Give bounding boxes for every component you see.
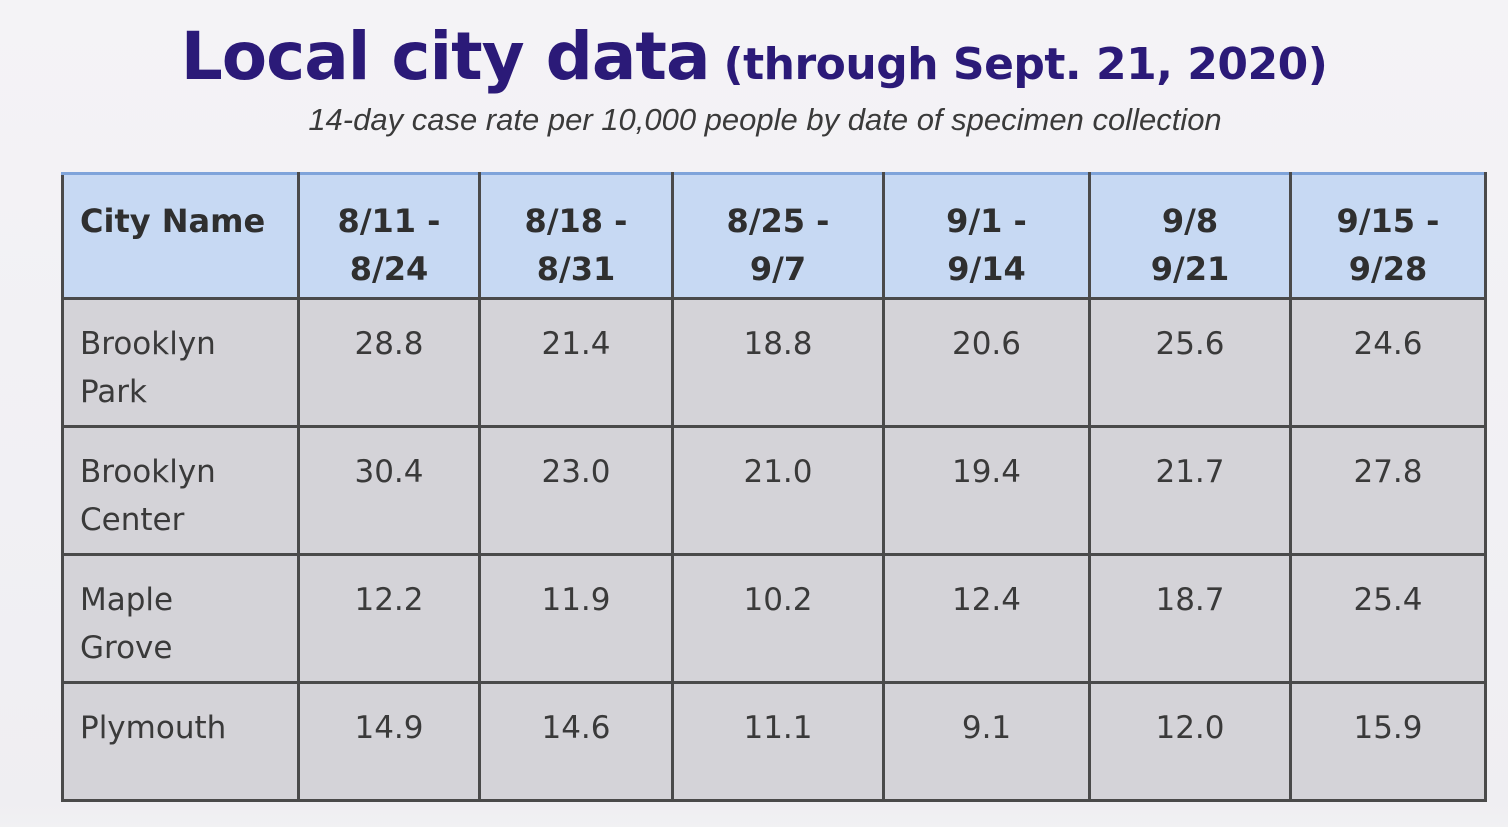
city-name-cell: Maple Grove <box>61 553 300 684</box>
rate-cell: 21.7 <box>1088 425 1292 556</box>
rate-cell: 21.0 <box>671 425 885 556</box>
rate-cell: 11.9 <box>478 553 674 684</box>
column-header-period: 8/18 - 8/31 <box>478 172 674 300</box>
rate-cell: 24.6 <box>1289 297 1487 428</box>
rate-cell: 15.9 <box>1289 681 1487 802</box>
column-header-line: 9/21 <box>1150 250 1230 288</box>
city-data-table: City Name 8/11 - 8/24 8/18 - 8/31 8/25 -… <box>61 172 1487 802</box>
rate-cell: 18.7 <box>1088 553 1292 684</box>
rate-cell: 30.4 <box>297 425 481 556</box>
rate-cell: 21.4 <box>478 297 674 428</box>
rate-cell: 25.4 <box>1289 553 1487 684</box>
rate-cell: 9.1 <box>882 681 1091 802</box>
city-name-line: Brooklyn <box>80 326 216 362</box>
page-title: Local city data (through Sept. 21, 2020) <box>0 18 1508 95</box>
column-header-period: 9/15 - 9/28 <box>1289 172 1487 300</box>
table-header-row: City Name 8/11 - 8/24 8/18 - 8/31 8/25 -… <box>61 172 1487 300</box>
bottom-fade <box>0 805 1508 827</box>
city-name-line: Center <box>80 502 185 538</box>
city-name-cell: Brooklyn Park <box>61 297 300 428</box>
city-name-line: Plymouth <box>80 710 227 746</box>
column-header-line: 9/14 <box>947 250 1026 288</box>
column-header-period: 9/8 9/21 <box>1088 172 1292 300</box>
column-header-line: 9/8 <box>1161 202 1219 240</box>
title-date-range: (through Sept. 21, 2020) <box>723 39 1328 90</box>
city-name-line: Maple <box>80 582 174 618</box>
title-main: Local city data <box>180 18 711 95</box>
rate-cell: 14.6 <box>478 681 674 802</box>
rate-cell: 28.8 <box>297 297 481 428</box>
city-name-line: Grove <box>80 630 173 666</box>
rate-cell: 14.9 <box>297 681 481 802</box>
rate-cell: 19.4 <box>882 425 1091 556</box>
rate-cell: 18.8 <box>671 297 885 428</box>
table-row: Brooklyn Park 28.8 21.4 18.8 20.6 25.6 2… <box>61 297 1487 428</box>
column-header-line: 9/15 - <box>1336 202 1440 240</box>
rate-cell: 12.2 <box>297 553 481 684</box>
table-row: Maple Grove 12.2 11.9 10.2 12.4 18.7 25.… <box>61 553 1487 684</box>
rate-cell: 27.8 <box>1289 425 1487 556</box>
column-header-line: 9/7 <box>749 250 807 288</box>
rate-cell: 23.0 <box>478 425 674 556</box>
rate-cell: 10.2 <box>671 553 885 684</box>
column-header-line: 9/28 <box>1348 250 1428 288</box>
column-header-line: 8/18 - <box>524 202 628 240</box>
table-row: Plymouth 14.9 14.6 11.1 9.1 12.0 15.9 <box>61 681 1487 802</box>
page-subtitle: 14-day case rate per 10,000 people by da… <box>308 102 1222 137</box>
column-header-line: 8/31 <box>536 250 616 288</box>
city-name-cell: Plymouth <box>61 681 300 802</box>
column-header-period: 9/1 - 9/14 <box>882 172 1091 300</box>
column-header-line: 9/1 - <box>946 202 1027 240</box>
city-name-cell: Brooklyn Center <box>61 425 300 556</box>
column-header-line: 8/25 - <box>726 202 830 240</box>
column-header-line: 8/24 <box>349 250 429 288</box>
column-header-period: 8/25 - 9/7 <box>671 172 885 300</box>
table-row: Brooklyn Center 30.4 23.0 21.0 19.4 21.7… <box>61 425 1487 556</box>
rate-cell: 12.0 <box>1088 681 1292 802</box>
rate-cell: 25.6 <box>1088 297 1292 428</box>
city-name-line: Park <box>80 374 147 410</box>
column-header-city-name: City Name <box>61 172 300 300</box>
column-header-line: City Name <box>80 202 266 240</box>
rate-cell: 11.1 <box>671 681 885 802</box>
city-name-line: Brooklyn <box>80 454 216 490</box>
column-header-period: 8/11 - 8/24 <box>297 172 481 300</box>
rate-cell: 20.6 <box>882 297 1091 428</box>
rate-cell: 12.4 <box>882 553 1091 684</box>
column-header-line: 8/11 - <box>337 202 441 240</box>
